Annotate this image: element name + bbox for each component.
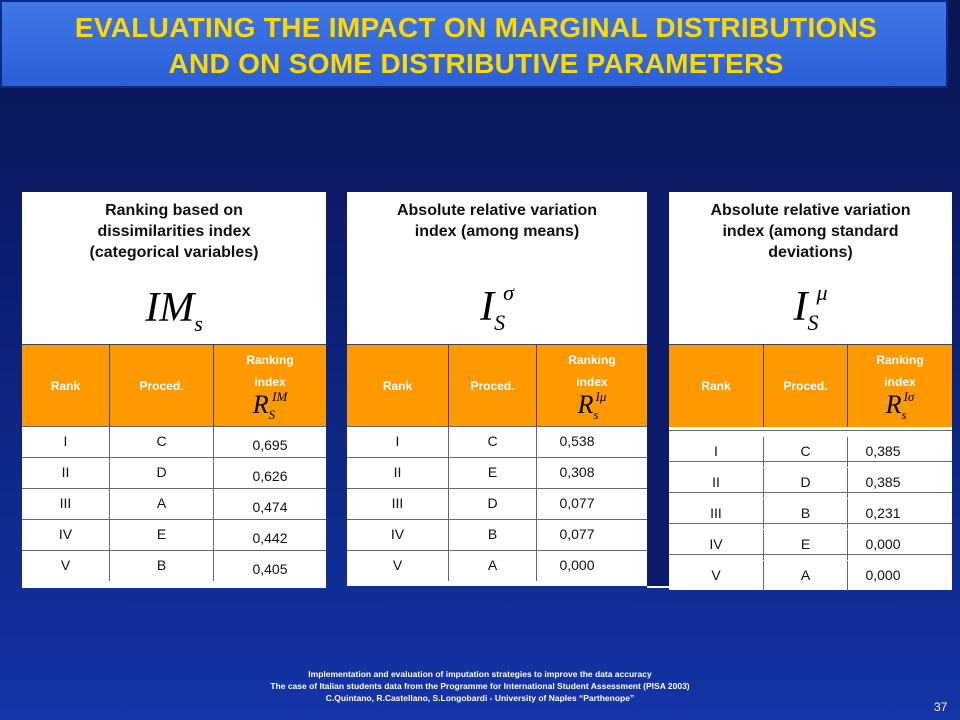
table-row: III B 0,231 [669,492,952,529]
footer-credits: Implementation and evaluation of imputat… [270,669,690,703]
column-header-ranking-index: Ranking index RsIσ [848,345,952,427]
separator-underline [647,586,669,588]
title-bar: EVALUATING THE IMPACT ON MARGINAL DISTRI… [0,0,948,88]
panel-dissimilarities: Ranking based on dissimilarities index (… [22,192,326,588]
table-row: I C 0,538 [347,426,647,457]
ranking-index-formula: RsIσ [885,389,915,422]
table-row: III D 0,077 [347,488,647,519]
slide-title: EVALUATING THE IMPACT ON MARGINAL DISTRI… [74,12,878,79]
panel-heading: Absolute relative variation index (among… [347,192,647,344]
column-header-proced: Proced. [449,345,537,427]
column-header-proced: Proced. [110,345,214,427]
panel-heading: Absolute relative variation index (among… [669,192,952,344]
table-header: Rank Proced. Ranking index RsIσ [669,344,952,427]
table-body: I C 0,538 II E 0,308 III D 0,077 IV B 0,077 V A 0,… [347,426,647,581]
table-body: I C 0,385 II D 0,385 III B 0,231 IV E 0,000 V A 0,… [669,430,952,591]
column-header-proced: Proced. [764,345,848,427]
column-header-ranking-index: Ranking index RSIM [214,345,326,427]
column-header-rank: Rank [669,345,764,427]
table-row: II D 0,385 [669,461,952,498]
ranking-index-formula: RsIμ [577,389,607,422]
column-header-ranking-index: Ranking index RsIμ [537,345,647,427]
table-row: IV B 0,077 [347,519,647,550]
panel-separator [647,192,669,586]
ranking-index-formula: RSIM [252,389,288,422]
column-header-rank: Rank [347,345,449,427]
table-row: V B 0,405 [22,550,326,581]
table-row: II E 0,308 [347,457,647,488]
table-header: Rank Proced. Ranking index RSIM [22,344,326,427]
table-row: III A 0,474 [22,488,326,519]
table-row: I C 0,385 [669,430,952,467]
panel-means: Absolute relative variation index (among… [347,192,647,586]
column-header-rank: Rank [22,345,110,427]
page-number: 37 [934,700,948,714]
table-row: IV E 0,442 [22,519,326,550]
panel-standard-deviations: Absolute relative variation index (among… [669,192,952,591]
table-row: I C 0,695 [22,426,326,457]
table-row: V A 0,000 [669,554,952,591]
index-formula: ISμ [793,280,828,335]
table-header: Rank Proced. Ranking index RsIμ [347,344,647,427]
table-row: V A 0,000 [347,550,647,581]
table-row: II D 0,626 [22,457,326,488]
table-row: IV E 0,000 [669,523,952,560]
index-formula: IMs [145,285,203,336]
table-body: I C 0,695 II D 0,626 III A 0,474 IV E 0,442 V B 0,… [22,426,326,581]
index-formula: ISσ [480,280,514,335]
panel-heading: Ranking based on dissimilarities index (… [22,192,326,344]
